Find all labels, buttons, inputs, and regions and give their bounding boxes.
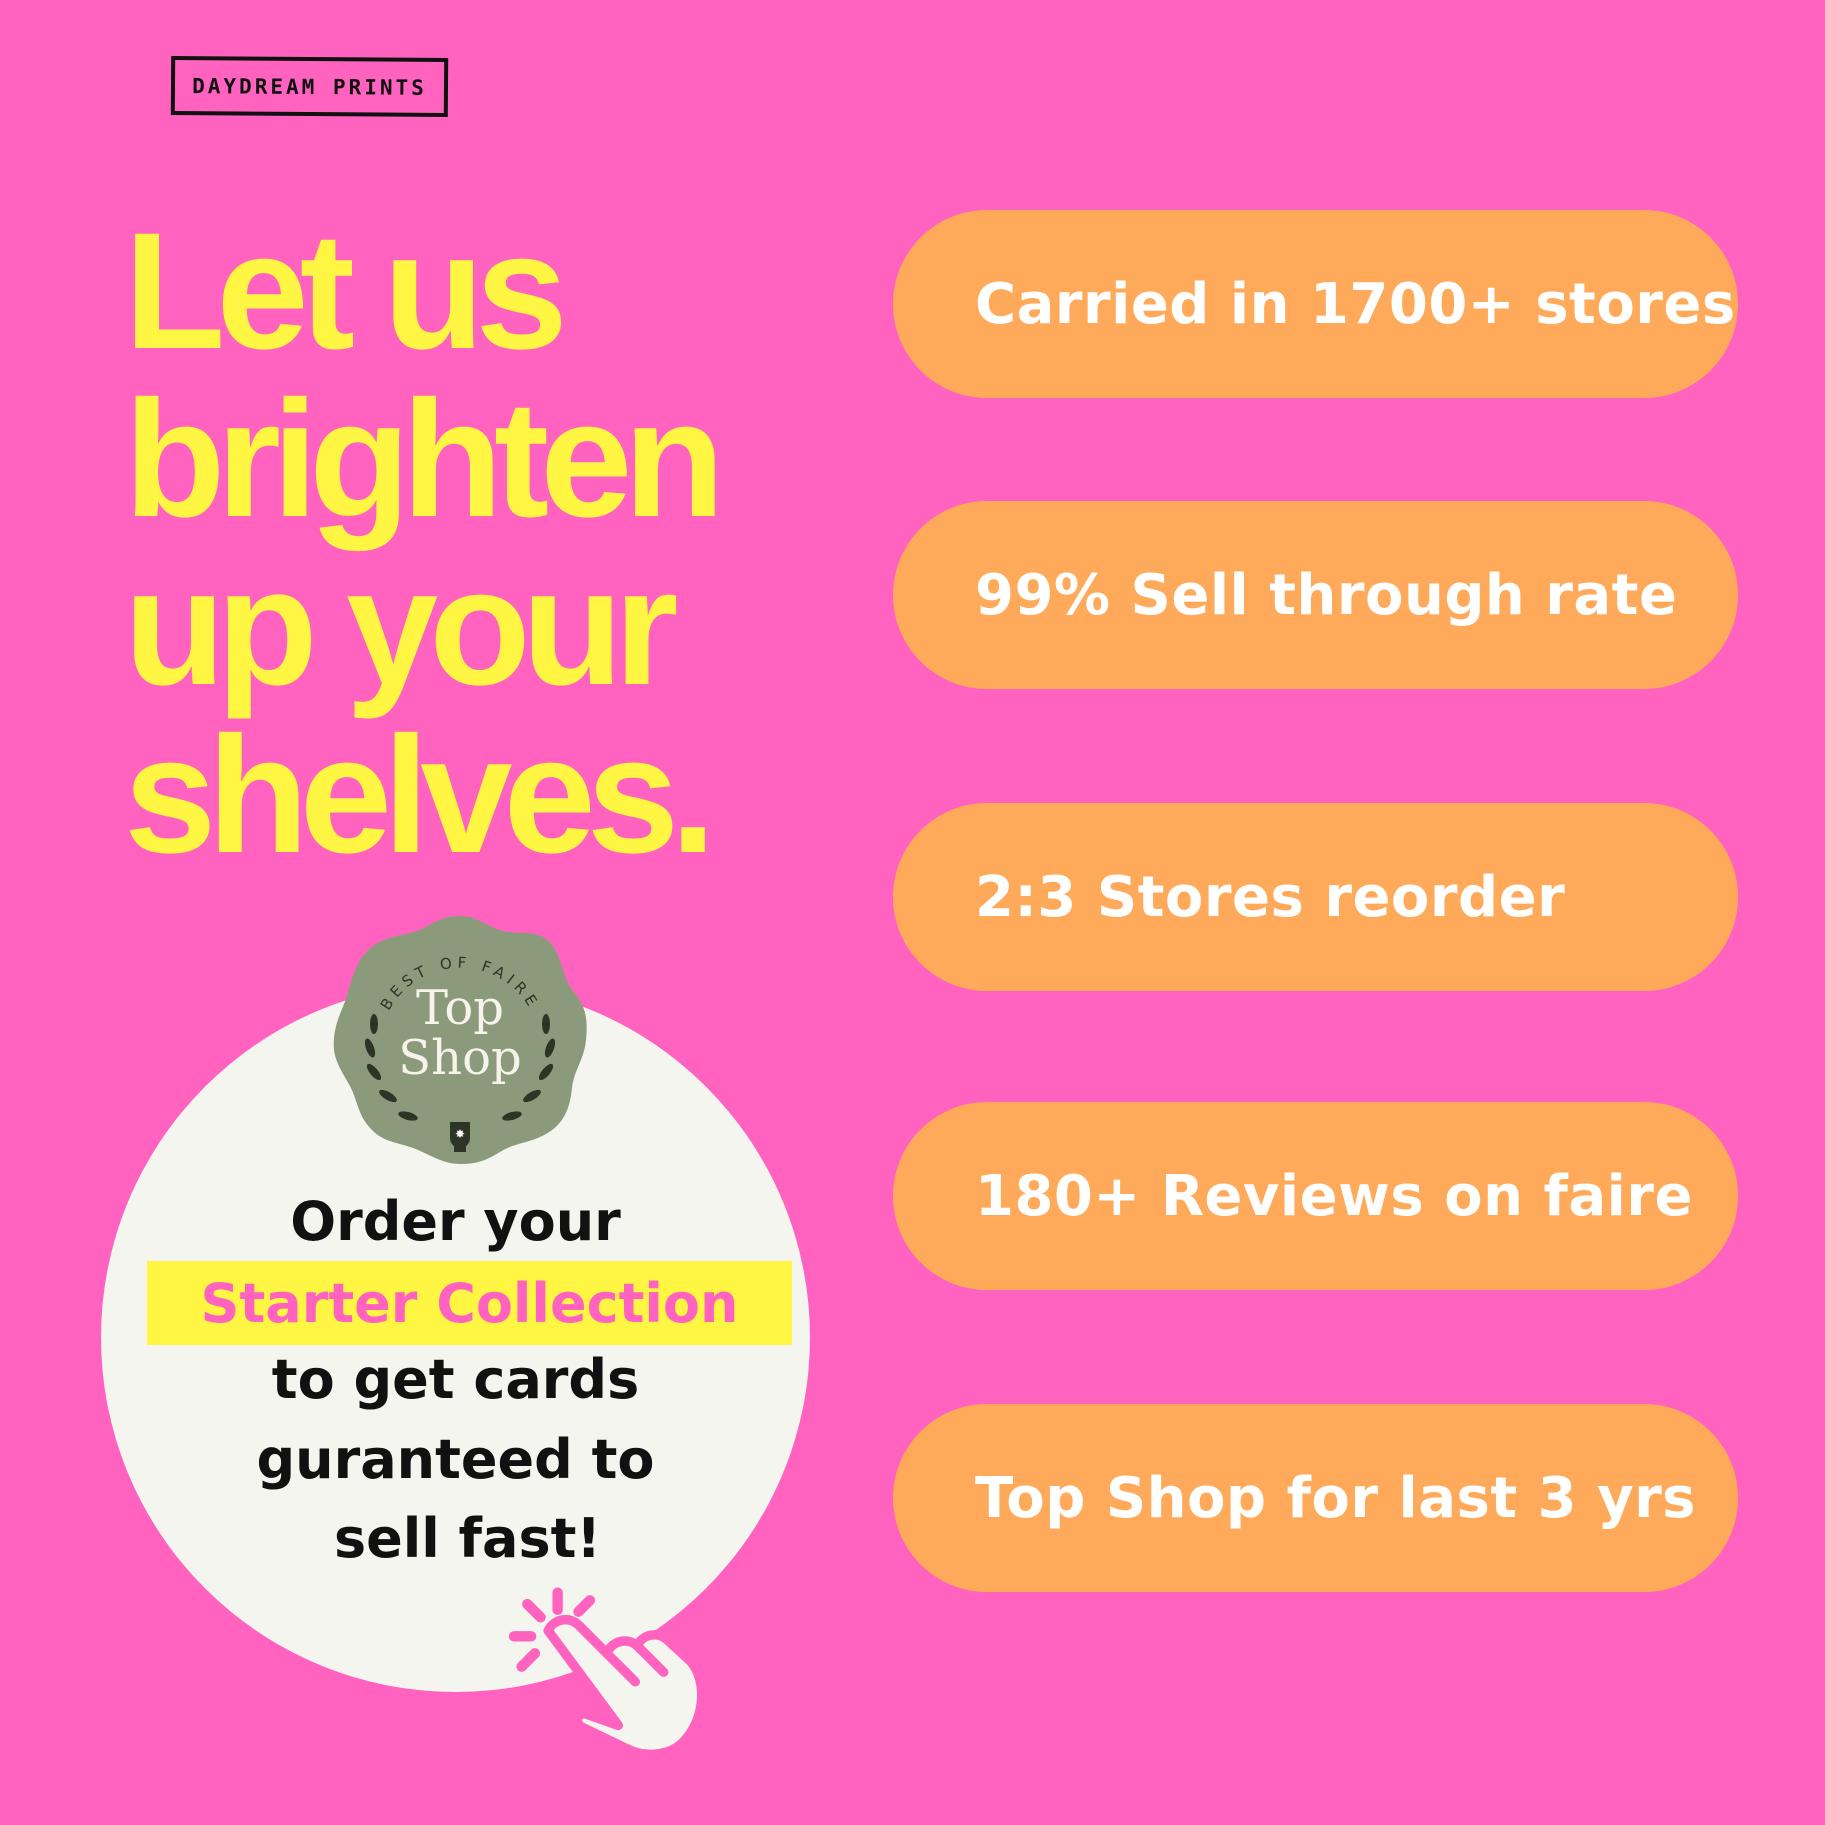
svg-text:✸: ✸ <box>455 1127 465 1141</box>
logo-text: DAYDREAM PRINTS <box>192 73 427 100</box>
cta-line: to get cards <box>271 1348 640 1411</box>
cta-line: sell fast! <box>333 1507 602 1570</box>
top-shop-badge: BEST OF FAIRE Top Shop ✸ <box>333 916 587 1164</box>
stat-label: Top Shop for last 3 yrs <box>975 1465 1697 1531</box>
stat-pill: Top Shop for last 3 yrs <box>893 1404 1738 1592</box>
badge-seal <box>333 916 587 1164</box>
stat-pill: 99% Sell through rate <box>893 501 1738 689</box>
stat-pill: Carried in 1700+ stores <box>893 210 1738 398</box>
headline: Let us brighten up your shelves. <box>124 199 725 888</box>
trophy-icon: ✸ <box>450 1122 470 1152</box>
starter-collection-link[interactable]: Starter Collection <box>200 1271 739 1335</box>
starter-collection-highlight[interactable]: Starter Collection <box>147 1261 792 1345</box>
cta-line: guranteed to <box>256 1428 655 1491</box>
headline-line: Let us <box>124 199 568 384</box>
hand-click-icon[interactable] <box>490 1570 720 1750</box>
stat-label: 99% Sell through rate <box>975 562 1678 628</box>
badge-title: Top <box>416 980 504 1036</box>
badge-title: Shop <box>398 1030 521 1086</box>
headline-line: up your <box>124 535 679 720</box>
cta-line: Order your <box>290 1190 621 1253</box>
stat-label: 2:3 Stores reorder <box>975 864 1566 930</box>
stat-label: 180+ Reviews on faire <box>975 1163 1693 1229</box>
laurel-icon <box>364 1014 556 1121</box>
brand-logo: DAYDREAM PRINTS <box>170 56 449 117</box>
stat-label: Carried in 1700+ stores <box>975 271 1736 337</box>
headline-line: shelves. <box>124 703 716 888</box>
stat-pill: 180+ Reviews on faire <box>893 1102 1738 1290</box>
stat-pill: 2:3 Stores reorder <box>893 803 1738 991</box>
headline-line: brighten <box>124 367 725 552</box>
